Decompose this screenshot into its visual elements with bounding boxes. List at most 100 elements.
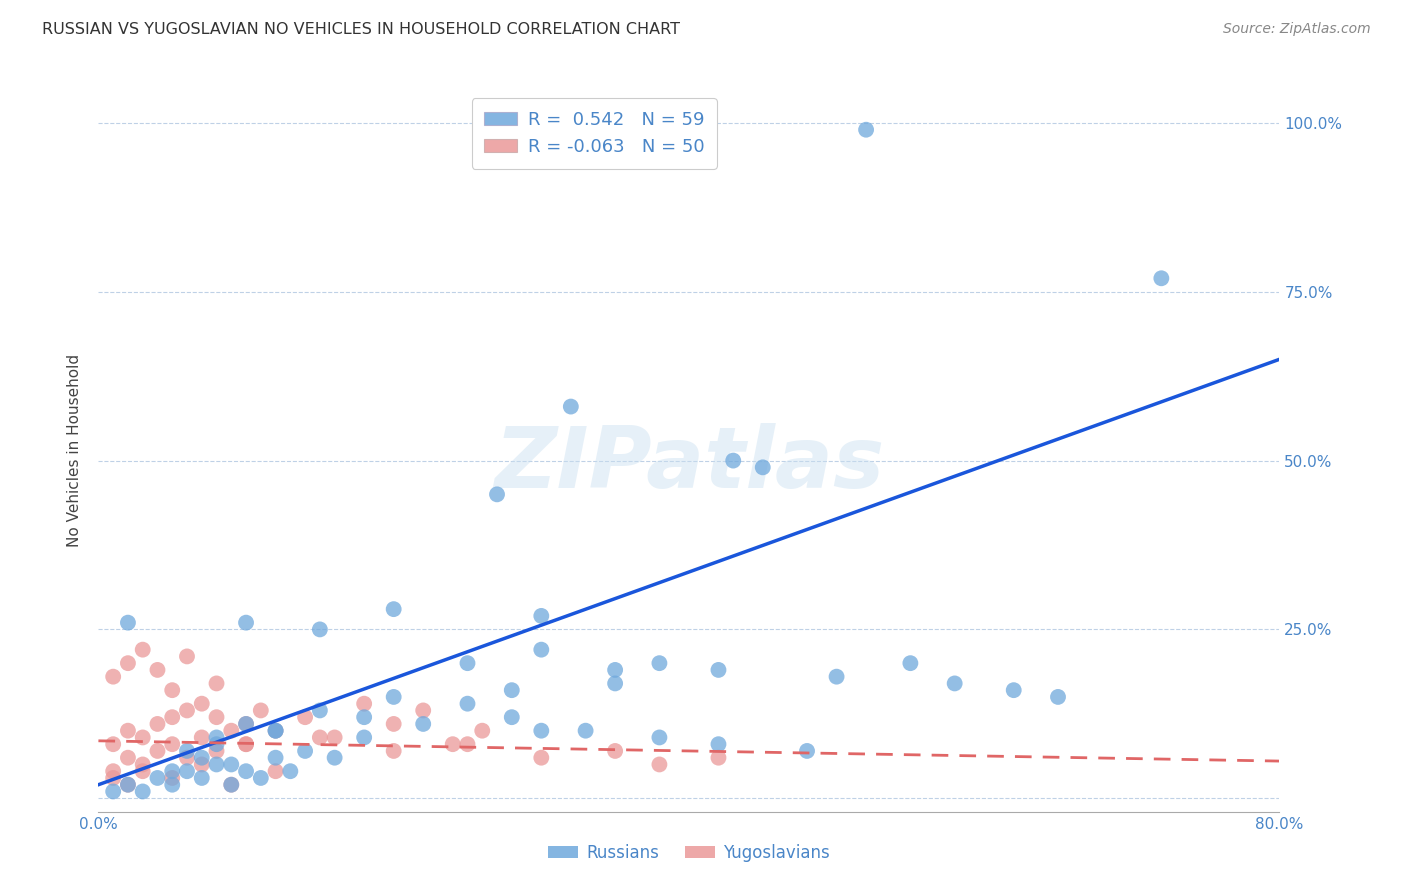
Point [294, 744, 316, 758]
Point [221, 778, 243, 792]
Point [132, 731, 155, 745]
Point [191, 697, 214, 711]
Point [530, 608, 553, 623]
Text: Source: ZipAtlas.com: Source: ZipAtlas.com [1223, 22, 1371, 37]
Point [176, 649, 198, 664]
Point [855, 122, 877, 136]
Point [103, 670, 125, 684]
Point [501, 683, 523, 698]
Point [205, 757, 228, 772]
Point [235, 764, 257, 779]
Point [264, 723, 287, 738]
Point [457, 697, 479, 711]
Point [412, 717, 434, 731]
Point [1150, 271, 1173, 285]
Point [530, 750, 553, 764]
Point [117, 615, 139, 630]
Point [457, 656, 479, 670]
Point [471, 723, 494, 738]
Point [191, 771, 214, 785]
Point [294, 710, 316, 724]
Point [575, 723, 598, 738]
Point [382, 744, 405, 758]
Point [280, 764, 302, 779]
Point [900, 656, 922, 670]
Point [264, 723, 287, 738]
Point [1046, 690, 1070, 704]
Point [264, 764, 287, 779]
Point [412, 703, 434, 717]
Point [323, 750, 346, 764]
Point [176, 703, 198, 717]
Point [117, 778, 139, 792]
Point [382, 717, 405, 731]
Point [235, 615, 257, 630]
Point [162, 710, 183, 724]
Point [309, 623, 332, 637]
Point [1002, 683, 1025, 698]
Point [132, 642, 155, 657]
Point [796, 744, 818, 758]
Point [132, 784, 155, 798]
Point [146, 744, 169, 758]
Point [176, 744, 198, 758]
Point [191, 757, 214, 772]
Point [162, 764, 183, 779]
Point [250, 703, 273, 717]
Point [943, 676, 966, 690]
Point [501, 710, 523, 724]
Point [605, 676, 627, 690]
Point [648, 757, 671, 772]
Point [707, 663, 730, 677]
Point [162, 737, 183, 751]
Point [382, 690, 405, 704]
Point [250, 771, 273, 785]
Point [176, 750, 198, 764]
Point [205, 737, 228, 751]
Point [707, 750, 730, 764]
Point [648, 656, 671, 670]
Point [221, 723, 243, 738]
Point [235, 737, 257, 751]
Point [382, 602, 405, 616]
Point [191, 731, 214, 745]
Point [162, 683, 183, 698]
Point [191, 750, 214, 764]
Point [235, 737, 257, 751]
Point [353, 731, 375, 745]
Point [103, 737, 125, 751]
Point [117, 723, 139, 738]
Point [530, 723, 553, 738]
Point [530, 642, 553, 657]
Legend: Russians, Yugoslavians: Russians, Yugoslavians [541, 837, 837, 869]
Point [205, 710, 228, 724]
Point [103, 771, 125, 785]
Point [132, 757, 155, 772]
Point [825, 670, 848, 684]
Point [117, 656, 139, 670]
Point [162, 771, 183, 785]
Point [146, 717, 169, 731]
Point [264, 723, 287, 738]
Point [146, 663, 169, 677]
Point [560, 400, 582, 414]
Point [117, 778, 139, 792]
Point [117, 750, 139, 764]
Point [103, 764, 125, 779]
Point [221, 757, 243, 772]
Point [605, 663, 627, 677]
Text: RUSSIAN VS YUGOSLAVIAN NO VEHICLES IN HOUSEHOLD CORRELATION CHART: RUSSIAN VS YUGOSLAVIAN NO VEHICLES IN HO… [42, 22, 681, 37]
Point [707, 737, 730, 751]
Point [353, 697, 375, 711]
Point [605, 744, 627, 758]
Point [132, 764, 155, 779]
Point [486, 487, 509, 501]
Point [162, 778, 183, 792]
Point [205, 676, 228, 690]
Point [146, 771, 169, 785]
Point [723, 453, 745, 467]
Point [103, 784, 125, 798]
Point [235, 717, 257, 731]
Point [264, 750, 287, 764]
Text: ZIPatlas: ZIPatlas [494, 424, 884, 507]
